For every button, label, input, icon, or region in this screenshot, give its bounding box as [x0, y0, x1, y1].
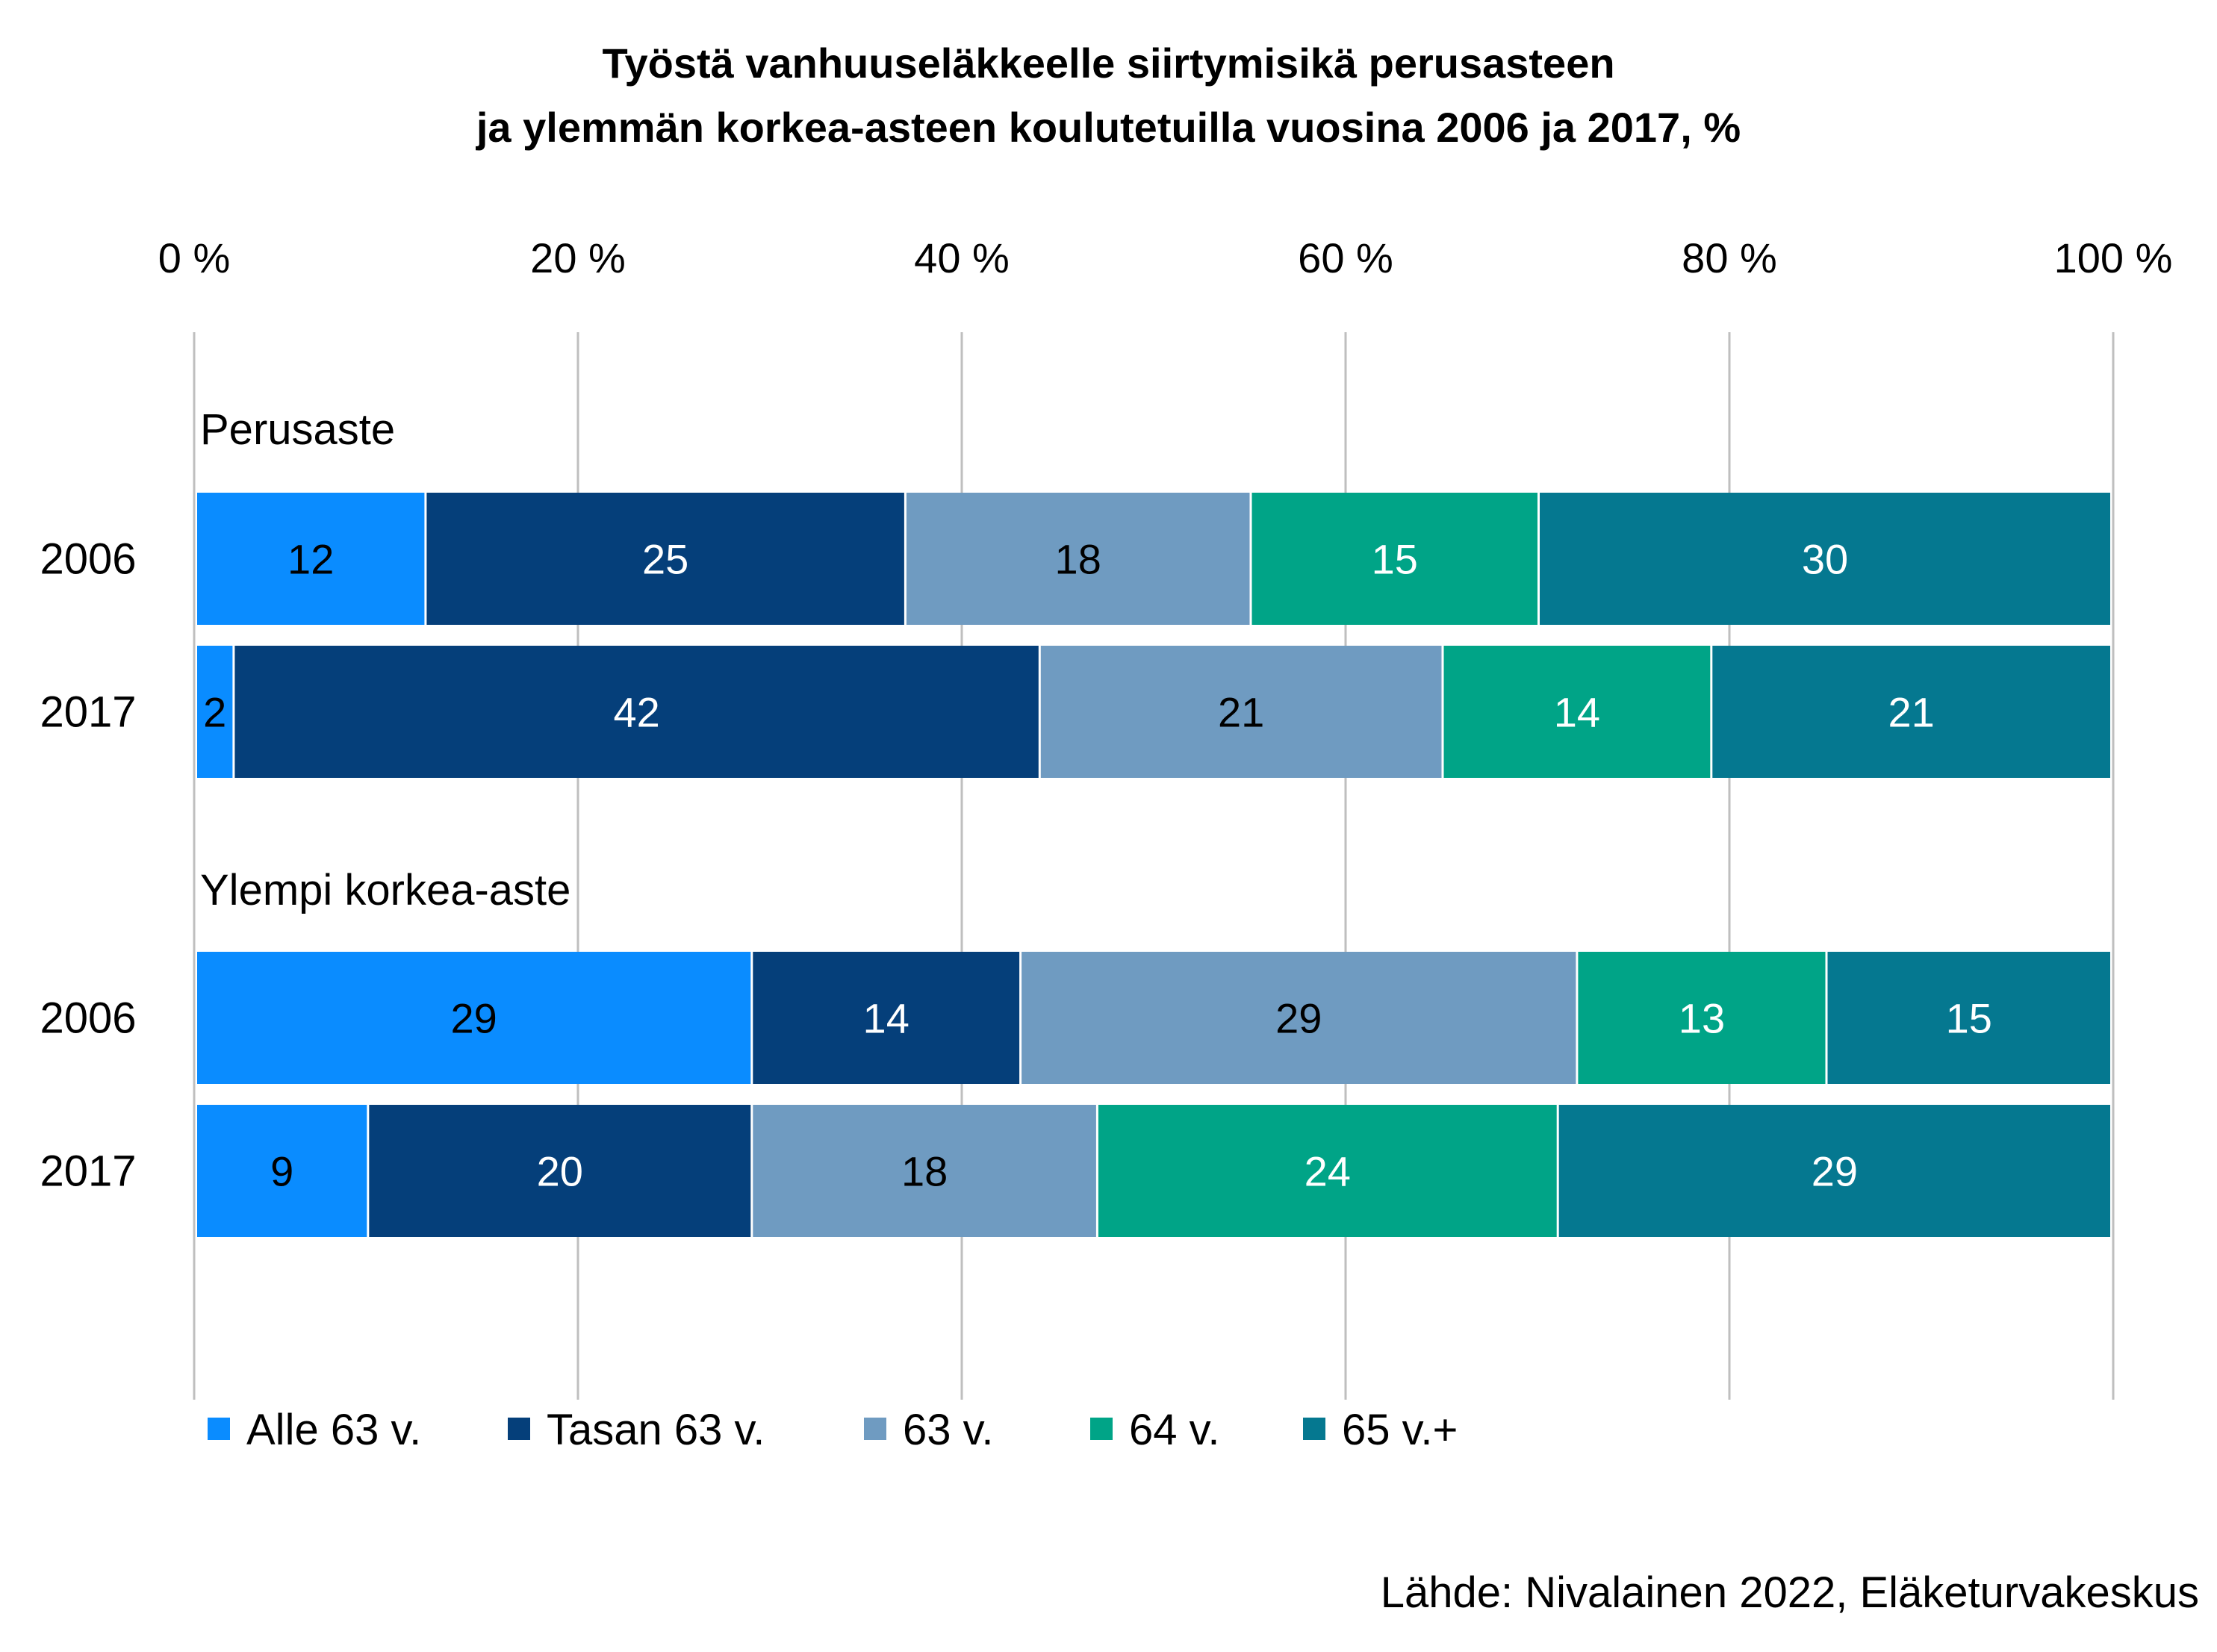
bar-segment [1558, 1105, 2110, 1237]
data-label: 29 [451, 995, 497, 1042]
source-note: Lähde: Nivalainen 2022, Eläketurvakeskus [1380, 1568, 2199, 1617]
bar-segment [1827, 952, 2110, 1084]
data-label: 21 [1218, 689, 1264, 736]
data-label: 13 [1679, 995, 1725, 1042]
legend-swatch [508, 1418, 530, 1440]
data-label: 30 [1802, 536, 1848, 583]
bar-segment [369, 1105, 751, 1237]
bar-segment [1022, 952, 1576, 1084]
chart-title-line-1: Työstä vanhuuseläkkeelle siirtymisikä pe… [602, 40, 1615, 87]
x-tick-label: 60 % [1298, 234, 1393, 281]
data-label: 2 [203, 689, 226, 736]
bar-segment [753, 1105, 1096, 1237]
bar-segment [1712, 646, 2110, 778]
legend-label: Tasan 63 v. [547, 1406, 765, 1454]
row-label: 2006 [40, 994, 136, 1043]
bar-segment [753, 952, 1020, 1084]
chart-title-line-2: ja ylemmän korkea-asteen koulutetuilla v… [476, 104, 1741, 151]
x-tick-label: 20 % [530, 234, 626, 281]
bar-segment [1251, 493, 1537, 625]
row-label: 2006 [40, 535, 136, 584]
bar-segment [197, 646, 233, 778]
legend-label: 64 v. [1129, 1406, 1219, 1454]
data-label: 15 [1946, 995, 1992, 1042]
data-label: 18 [901, 1148, 948, 1195]
bar-segment [426, 493, 904, 625]
legend-swatch [1303, 1418, 1325, 1440]
data-label: 24 [1305, 1148, 1351, 1195]
x-tick-label: 40 % [914, 234, 1010, 281]
bar-segment [1040, 646, 1442, 778]
legend-swatch [1090, 1418, 1113, 1440]
legend-swatch [208, 1418, 230, 1440]
data-label: 29 [1275, 995, 1322, 1042]
row-label: 2017 [40, 1147, 136, 1196]
data-label: 20 [537, 1148, 583, 1195]
bar-segment [1578, 952, 1826, 1084]
data-label: 21 [1888, 689, 1935, 736]
data-label: 15 [1372, 536, 1418, 583]
data-label: 25 [642, 536, 688, 583]
legend-label: 65 v.+ [1342, 1406, 1458, 1454]
data-label: 14 [1554, 689, 1600, 736]
group-label: Perusaste [200, 405, 395, 454]
bar-segment [1098, 1105, 1557, 1237]
bar-segment [234, 646, 1039, 778]
bar-segment [197, 952, 751, 1084]
x-tick-label: 0 % [158, 234, 231, 281]
chart-title: Työstä vanhuuseläkkeelle siirtymisikä pe… [0, 31, 2217, 160]
legend-label: 63 v. [903, 1406, 993, 1454]
bar-segment [906, 493, 1250, 625]
x-tick-label: 100 % [2054, 234, 2173, 281]
data-label: 12 [287, 536, 334, 583]
bar-segment [197, 493, 425, 625]
legend-label: Alle 63 v. [246, 1406, 421, 1454]
bar-segment [197, 1105, 367, 1237]
data-label: 9 [270, 1148, 293, 1195]
group-label: Ylempi korkea-aste [200, 866, 570, 914]
row-label: 2017 [40, 688, 136, 737]
bar-segment [1540, 493, 2110, 625]
data-label: 42 [613, 689, 659, 736]
bar-segment [1443, 646, 1711, 778]
data-label: 18 [1055, 536, 1101, 583]
data-label: 14 [863, 995, 910, 1042]
data-label: 29 [1812, 1148, 1858, 1195]
legend-swatch [864, 1418, 886, 1440]
x-tick-label: 80 % [1682, 234, 1777, 281]
